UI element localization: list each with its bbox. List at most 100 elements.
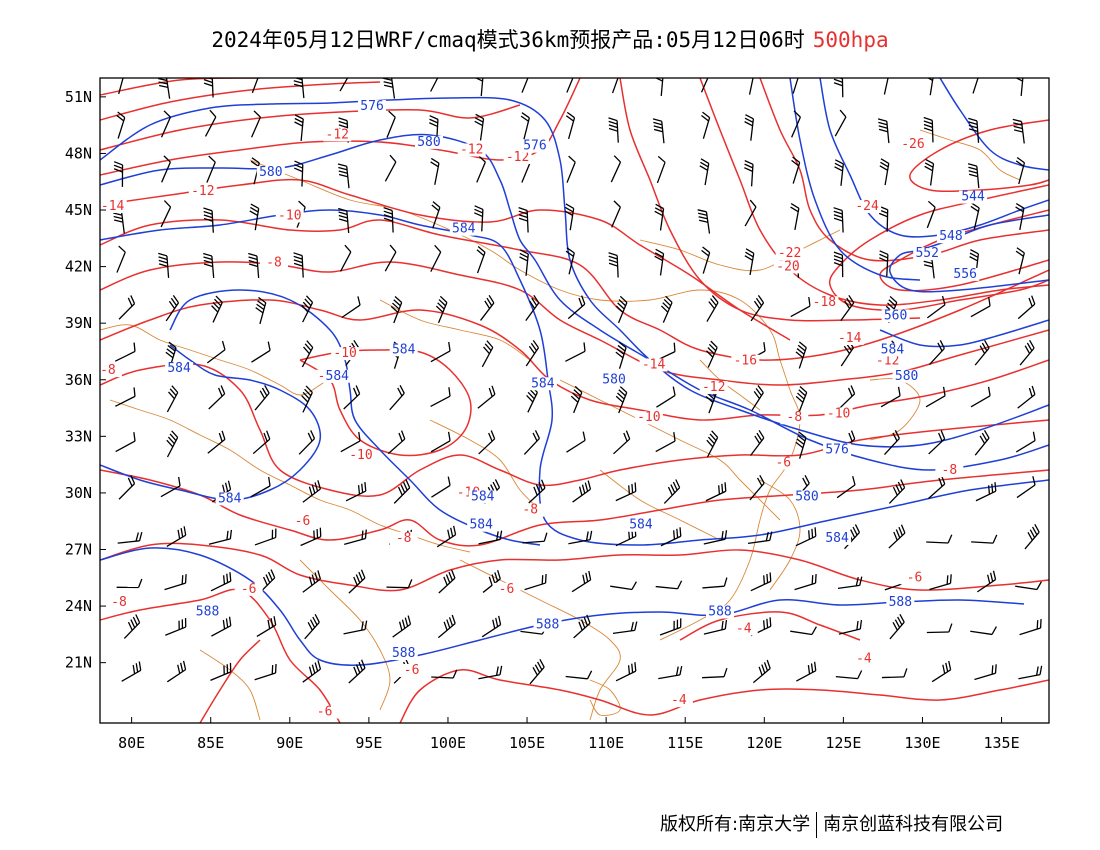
wind-barb <box>835 670 863 680</box>
svg-text:-4: -4 <box>671 693 687 708</box>
x-tick-label: 85E <box>197 734 224 752</box>
temperature-label: -10 <box>346 448 375 463</box>
wind-barb <box>572 480 592 503</box>
svg-text:584: 584 <box>531 376 555 391</box>
boundary-line <box>299 559 391 711</box>
wind-barb <box>660 527 682 547</box>
svg-text:588: 588 <box>708 605 731 620</box>
wind-barb <box>567 295 586 320</box>
wind-barb <box>701 111 711 139</box>
wind-barb <box>888 479 906 504</box>
temperature-label: -14 <box>100 199 127 214</box>
wind-barb <box>836 476 856 499</box>
wind-barb <box>298 430 316 455</box>
wind-barb <box>1016 476 1036 499</box>
x-tick-label: 90E <box>276 734 303 752</box>
height-label: 584 <box>389 342 418 357</box>
height-contour <box>888 214 1049 293</box>
temperature-isotherm <box>100 78 581 176</box>
svg-text:560: 560 <box>884 308 907 323</box>
temperature-isotherm <box>100 178 791 341</box>
wind-barb <box>925 386 946 408</box>
y-tick-label: 39N <box>65 314 92 332</box>
wind-barb <box>392 615 412 638</box>
svg-text:-6: -6 <box>499 582 515 597</box>
wind-barb <box>974 339 990 366</box>
svg-text:552: 552 <box>915 246 938 261</box>
height-label: 580 <box>600 373 629 388</box>
svg-text:576: 576 <box>360 99 383 114</box>
wind-barb <box>248 252 260 278</box>
height-label: 552 <box>913 246 942 261</box>
wind-barb <box>476 245 486 274</box>
wind-barb <box>879 250 889 277</box>
wind-barb <box>1017 385 1036 409</box>
temperature-isotherm <box>828 184 1049 311</box>
wind-barb <box>114 342 136 362</box>
wind-barb <box>705 482 727 502</box>
wind-barb <box>883 430 900 456</box>
wind-barb <box>750 572 772 592</box>
svg-text:580: 580 <box>895 369 918 384</box>
wind-barb <box>615 341 627 369</box>
wind-barb <box>338 207 350 233</box>
svg-text:-10: -10 <box>333 346 356 361</box>
wind-barb <box>795 431 807 459</box>
wind-barb <box>790 203 800 231</box>
wind-barb <box>390 296 403 324</box>
wind-barb <box>348 569 366 594</box>
svg-text:588: 588 <box>392 646 415 661</box>
svg-text:576: 576 <box>825 442 848 457</box>
wind-barb <box>210 662 232 681</box>
temperature-label: -10 <box>824 406 853 421</box>
wind-barb <box>430 431 451 453</box>
y-tick-label: 21N <box>65 654 92 672</box>
wind-barb <box>881 668 908 679</box>
wind-barb <box>113 161 124 187</box>
wind-barb <box>478 530 503 545</box>
wind-barb <box>699 158 710 186</box>
wind-barb <box>652 118 665 144</box>
svg-text:584: 584 <box>452 222 476 237</box>
y-tick-label: 42N <box>65 258 92 276</box>
y-tick-label: 51N <box>65 88 92 106</box>
temperature-label: -6 <box>288 514 317 529</box>
wind-barb <box>571 570 592 593</box>
plot-area <box>100 78 1049 723</box>
height-label: 576 <box>823 442 852 457</box>
wind-barb <box>251 110 262 138</box>
temperature-label: -22 <box>775 246 804 261</box>
wind-barb <box>880 386 901 408</box>
wind-barb <box>879 158 890 186</box>
svg-text:-6: -6 <box>404 663 420 678</box>
svg-text:588: 588 <box>536 618 559 633</box>
wind-barb <box>302 660 322 683</box>
wind-barb <box>117 531 143 544</box>
wind-barb <box>116 111 126 139</box>
wind-barb <box>160 476 181 498</box>
wind-barb <box>166 385 179 413</box>
svg-text:-26: -26 <box>901 137 924 152</box>
temperature-label: -6 <box>234 582 263 597</box>
wind-barb <box>386 579 413 589</box>
wind-barb <box>158 252 170 278</box>
wind-barb <box>1024 523 1040 550</box>
svg-text:588: 588 <box>889 595 912 610</box>
temperature-label: -4 <box>849 652 878 667</box>
wind-barb <box>790 626 817 636</box>
wind-barb <box>118 78 124 95</box>
wind-barb <box>658 665 683 680</box>
wind-barb <box>794 574 817 591</box>
wind-barb <box>430 78 439 92</box>
wind-barb <box>203 207 214 233</box>
wind-barb <box>656 155 666 184</box>
temperature-isotherm <box>100 104 521 151</box>
wind-barb <box>929 340 945 366</box>
wind-barb <box>974 429 990 456</box>
wind-barbs <box>112 78 1043 685</box>
svg-text:544: 544 <box>961 190 985 205</box>
height-label: 584 <box>165 361 194 376</box>
wind-barb <box>926 200 936 229</box>
wind-barb <box>293 252 304 278</box>
wind-barb <box>888 524 906 549</box>
